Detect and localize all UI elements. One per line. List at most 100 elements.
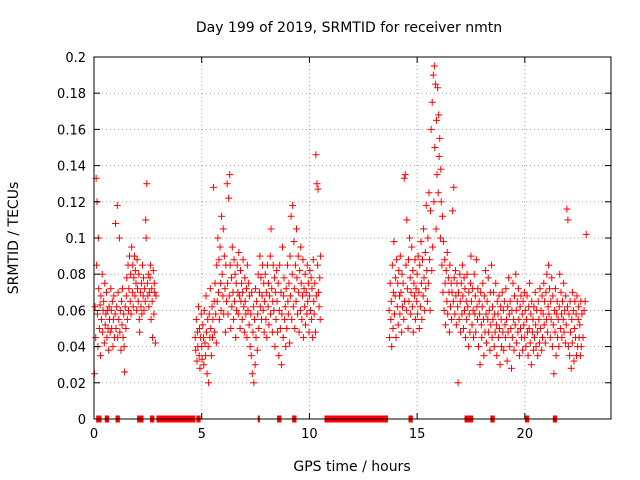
data-point [475,297,483,305]
chart-title: Day 199 of 2019, SRMTID for receiver nmt… [196,20,502,36]
data-point [557,310,565,318]
data-point [429,71,437,79]
data-point [401,171,409,179]
data-point [261,297,269,305]
y-axis-label: SRMTID / TECUs [6,182,22,295]
data-point [412,285,420,293]
data-point [214,234,222,242]
data-point [247,310,255,318]
data-point [534,352,542,360]
data-point [260,328,268,336]
y-tick-label: 0.06 [57,304,86,319]
data-point [205,379,213,387]
data-point [530,303,538,311]
data-point [111,310,119,318]
data-point [283,325,291,332]
data-point [413,270,421,278]
data-point [449,207,457,215]
data-point [577,343,585,351]
data-point [467,297,475,305]
data-point [458,310,466,318]
data-point [456,270,464,278]
data-point [233,306,241,314]
data-point [410,279,418,287]
data-point [125,285,133,293]
data-point [389,325,397,332]
data-point [541,297,549,305]
y-tick-label: 0.04 [57,341,86,356]
data-point [253,346,261,354]
data-point [95,285,103,293]
data-point [465,288,473,296]
data-point [478,303,486,311]
data-point [218,270,226,278]
data-point [195,352,203,360]
data-point [261,270,269,278]
data-point [138,261,146,269]
data-point [474,285,482,293]
data-point [115,234,123,242]
data-point [562,292,570,300]
data-point [221,328,229,336]
data-point [306,267,314,275]
data-point [212,310,220,318]
data-point [421,248,429,256]
data-point [438,261,446,269]
data-point [426,306,434,314]
data-point [219,225,227,233]
data-point [235,248,243,256]
data-point [152,292,160,300]
data-point [272,315,280,323]
data-point [420,225,428,233]
data-point [469,306,477,314]
data-point [396,252,404,260]
data-point [146,261,154,269]
data-point [113,303,121,311]
data-point [393,256,401,264]
data-point [414,310,422,318]
data-point [528,297,536,305]
data-point [429,243,437,251]
data-point [505,274,513,282]
data-point [307,274,315,282]
data-point [290,285,298,293]
data-point [144,270,152,278]
data-point [206,285,214,293]
data-point [423,297,431,305]
data-point [406,274,414,282]
data-point [439,288,447,296]
data-point [482,339,490,347]
data-point [308,285,316,293]
data-point [442,267,450,275]
data-point [268,285,276,293]
y-tick-label: 0.18 [57,87,86,102]
data-point [425,189,433,197]
data-point [202,292,210,300]
data-point [576,352,584,360]
data-point [310,297,318,305]
data-point [525,325,533,332]
data-point [144,292,152,300]
data-point [434,189,442,197]
data-point [205,310,213,318]
data-point [405,256,413,264]
data-point [252,334,260,342]
data-point [129,303,137,311]
data-point [431,80,439,88]
x-tick-label: 20 [517,427,534,442]
data-point [422,201,430,209]
data-point [271,274,279,282]
data-point [418,315,426,323]
data-point [244,306,252,314]
data-point [202,328,210,336]
data-point [447,303,455,311]
data-point [274,279,282,287]
data-point [434,84,442,92]
x-tick-label: 0 [90,427,98,442]
data-point [248,370,256,378]
data-point [408,303,416,311]
data-point [560,279,568,287]
data-point [287,212,295,220]
data-point [103,334,111,342]
data-point [236,267,244,275]
